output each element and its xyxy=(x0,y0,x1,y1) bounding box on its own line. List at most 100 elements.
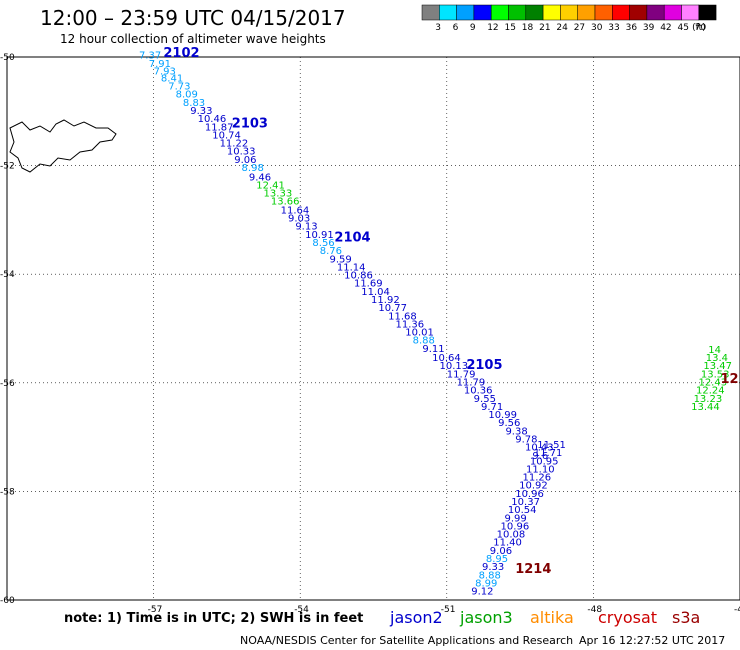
colorbar-label: 36 xyxy=(626,23,638,33)
swh-value-jason2: 11.04 xyxy=(361,287,390,298)
colorbar-swatch xyxy=(698,4,717,21)
swh-value-jason3: 13.53 xyxy=(701,369,730,380)
colorbar-swatch xyxy=(508,4,527,21)
colorbar-swatch xyxy=(629,4,648,21)
legend-entry-jason3: jason3 xyxy=(460,608,513,627)
swh-value-jason2: 9.12 xyxy=(471,587,493,598)
colorbar-swatch xyxy=(594,4,613,21)
swh-value-jason2: 11.79 xyxy=(457,378,486,389)
swh-value-jason2: 9.33 xyxy=(482,562,504,573)
swh-value-jason2: 10.13 xyxy=(439,361,468,372)
swh-value-jason2: 10.91 xyxy=(305,230,334,241)
swh-value-jason2: 11.79 xyxy=(447,369,476,380)
pass-number-label: 121 xyxy=(720,372,740,387)
swh-value-jason2: 11.14 xyxy=(337,262,366,273)
swh-value-jason3: 13.4 xyxy=(706,353,728,364)
swh-value-jason2: 10.77 xyxy=(378,303,407,314)
pass-number-label: 1214 xyxy=(515,562,551,577)
colorbar-swatch xyxy=(473,4,492,21)
swh-value-jason2: 9.03 xyxy=(288,214,310,225)
plot-frame xyxy=(6,56,740,601)
x-tick-label: -48 xyxy=(587,605,602,615)
swh-value-jason2: 10.96 xyxy=(501,521,530,532)
colorbar-label: 9 xyxy=(470,23,476,33)
swh-value-jason2: 8.41 xyxy=(161,73,183,84)
swh-value-jason2: 8.09 xyxy=(176,90,198,101)
legend-entry-jason2: jason2 xyxy=(390,608,443,627)
colorbar-label: 33 xyxy=(608,23,619,33)
legend-entry-cryosat: cryosat xyxy=(598,608,658,627)
swh-value-jason2: 9.59 xyxy=(330,254,352,265)
swh-value-jason2: 12.41 xyxy=(256,180,285,191)
x-tick-label: -45 xyxy=(734,605,740,615)
swh-value-jason2: 11.71 xyxy=(534,448,563,459)
colorbar-label: 21 xyxy=(539,23,550,33)
colorbar-swatch xyxy=(560,4,578,21)
colorbar-swatch xyxy=(646,4,665,21)
swh-value-jason2: 7.73 xyxy=(168,82,190,93)
swh-value-jason2: 10.08 xyxy=(497,530,526,541)
swh-value-jason2: 9.78 xyxy=(515,435,537,446)
swh-value-jason2: 9.33 xyxy=(190,106,212,117)
y-tick-label: -52 xyxy=(0,162,15,172)
swh-value-jason2: 8.98 xyxy=(242,163,264,174)
swh-value-jason2: 11.64 xyxy=(281,205,310,216)
swh-value-jason2: 8.99 xyxy=(475,578,497,589)
colorbar-label: 70 xyxy=(695,23,707,33)
x-tick-label: -54 xyxy=(294,605,309,615)
legend-entry-altika: altika xyxy=(530,608,574,627)
swh-value-jason2: 7.93 xyxy=(154,66,176,77)
swh-value-jason2: 10.36 xyxy=(464,386,493,397)
swh-value-jason2: 10.86 xyxy=(344,271,373,282)
swh-value-jason2: 9.11 xyxy=(422,344,444,355)
colorbar-label: 27 xyxy=(574,23,585,33)
colorbar-label: 3 xyxy=(435,23,441,33)
swh-value-jason2: 8.95 xyxy=(486,554,508,565)
colorbar-swatch xyxy=(612,4,630,21)
pass-number-label: 2105 xyxy=(466,358,502,373)
coastline-falklands xyxy=(9,119,117,173)
swh-value-jason2: 9.13 xyxy=(295,222,317,233)
swh-value-jason2: 10.64 xyxy=(432,353,461,364)
swh-value-jason2: 9.56 xyxy=(498,418,520,429)
swh-value-jason2: 9.55 xyxy=(474,394,496,405)
swh-value-jason3: 14 xyxy=(708,345,721,356)
chart-title: 12:00 – 23:59 UTC 04/15/2017 xyxy=(40,6,346,30)
y-tick-label: -58 xyxy=(0,487,15,497)
y-tick-label: -56 xyxy=(0,379,15,389)
colorbar-swatch xyxy=(577,4,596,21)
swh-value-jason2: 11.10 xyxy=(526,464,555,475)
swh-value-jason2: 11.69 xyxy=(354,279,383,290)
swh-value-jason2: 9.46 xyxy=(249,172,271,183)
swh-value-jason2: 10.74 xyxy=(212,130,241,141)
swh-value-jason3: 12.43 xyxy=(698,378,727,389)
colorbar-swatch xyxy=(421,4,440,21)
colorbar-swatch xyxy=(525,4,544,21)
colorbar-swatch xyxy=(663,4,682,21)
swh-value-jason2: 8.56 xyxy=(312,238,334,249)
swh-value-jason2: 7.37 xyxy=(139,51,161,62)
pass-number-label: 2102 xyxy=(163,46,199,61)
swh-value-jason2: 10.43 xyxy=(525,443,554,454)
colorbar-swatch xyxy=(490,4,509,21)
swh-value-jason2: 10.96 xyxy=(515,489,544,500)
colorbar-label: 39 xyxy=(643,23,655,33)
swh-value-jason2: 10.01 xyxy=(405,328,434,339)
colorbar-label: 12 xyxy=(487,23,498,33)
swh-value-jason2: 11.87 xyxy=(205,122,234,133)
swh-value-jason2: 8.76 xyxy=(320,246,342,257)
swh-value-jason2: 11.68 xyxy=(388,311,417,322)
swh-value-jason2: 11.51 xyxy=(537,440,566,451)
colorbar-unit: (ft) xyxy=(692,23,706,33)
swh-value-jason2: 8.88 xyxy=(413,336,435,347)
creation-timestamp: Apr 16 12:27:52 UTC 2017 xyxy=(579,634,726,647)
colorbar-label: 6 xyxy=(453,23,459,33)
swh-value-jason2: 11.26 xyxy=(523,473,552,484)
swh-value-jason2: 10.92 xyxy=(519,481,548,492)
swh-value-jason2: 10.37 xyxy=(511,497,540,508)
colorbar-label: 42 xyxy=(660,23,671,33)
swh-value-jason3: 13.47 xyxy=(703,361,732,372)
swh-value-jason2: 9.99 xyxy=(504,513,526,524)
swh-value-jason2: 10.95 xyxy=(530,456,559,467)
